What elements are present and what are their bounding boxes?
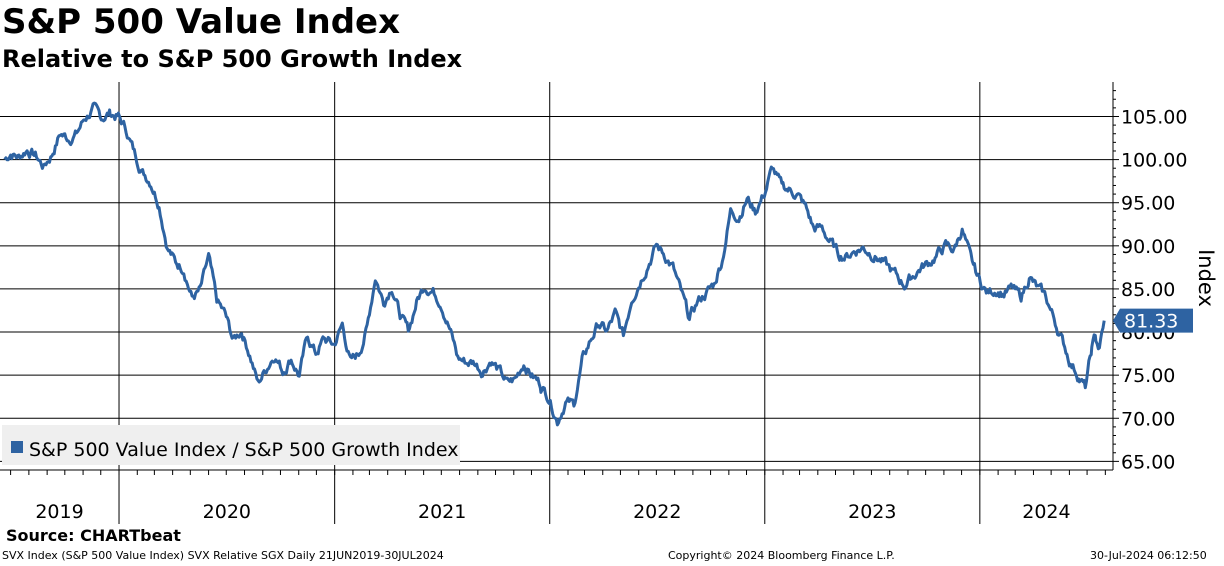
y-tick-label: 90.00 bbox=[1121, 236, 1175, 258]
footer-copyright: Copyright© 2024 Bloomberg Finance L.P. bbox=[668, 549, 895, 562]
footer-ticker-info: SVX Index (S&P 500 Value Index) SVX Rela… bbox=[2, 549, 444, 562]
series-layer bbox=[3, 101, 1106, 427]
last-value-badge bbox=[1113, 308, 1193, 333]
chart-subtitle: Relative to S&P 500 Growth Index bbox=[2, 45, 463, 73]
y-tick-label: 85.00 bbox=[1121, 279, 1175, 301]
source-note: Source: CHARTbeat bbox=[6, 526, 181, 545]
x-year-label: 2019 bbox=[35, 501, 83, 523]
y-axis-title: Index bbox=[1194, 249, 1218, 307]
x-year-label: 2024 bbox=[1022, 501, 1070, 523]
x-year-label: 2020 bbox=[203, 501, 251, 523]
gridlines bbox=[0, 82, 1113, 524]
axes: 65.0070.0075.0080.0085.0090.0095.00100.0… bbox=[0, 82, 1218, 523]
legend-box bbox=[2, 425, 460, 465]
legend-swatch bbox=[11, 441, 23, 453]
y-tick-label: 95.00 bbox=[1121, 193, 1175, 215]
last-value-label: 81.33 bbox=[1124, 311, 1178, 333]
x-year-label: 2023 bbox=[848, 501, 896, 523]
chart-title: S&P 500 Value Index bbox=[2, 2, 401, 42]
last-value-flag: 81.33 bbox=[1113, 308, 1193, 333]
y-tick-label: 105.00 bbox=[1121, 106, 1187, 128]
x-year-label: 2021 bbox=[418, 501, 466, 523]
y-tick-label: 65.00 bbox=[1121, 451, 1175, 473]
y-tick-label: 100.00 bbox=[1121, 150, 1187, 172]
y-tick-label: 75.00 bbox=[1121, 365, 1175, 387]
x-year-label: 2022 bbox=[633, 501, 681, 523]
legend-label: S&P 500 Value Index / S&P 500 Growth Ind… bbox=[29, 439, 458, 461]
footer-timestamp: 30-Jul-2024 06:12:50 bbox=[1090, 549, 1207, 562]
series-line bbox=[3, 101, 1106, 427]
y-tick-label: 70.00 bbox=[1121, 408, 1175, 430]
legend: S&P 500 Value Index / S&P 500 Growth Ind… bbox=[2, 425, 460, 465]
